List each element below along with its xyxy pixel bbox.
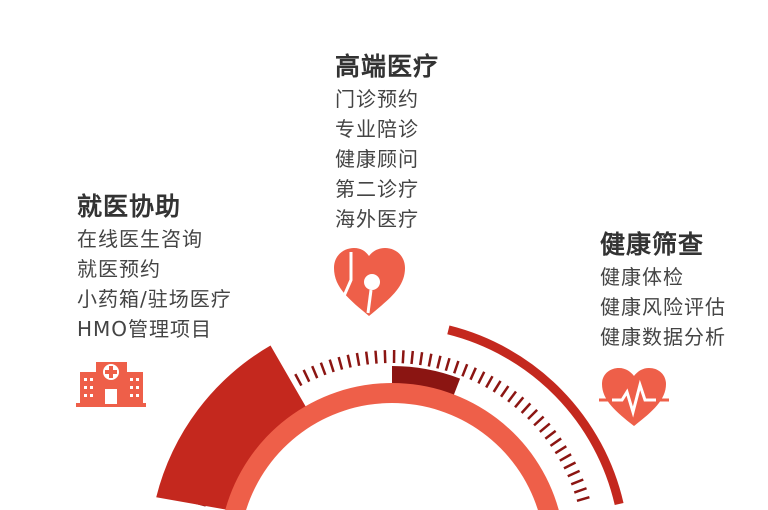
list-item: HMO管理项目 — [77, 317, 213, 341]
section-medical-assistance: 就医协助 在线医生咨询 就医预约 小药箱/驻场医疗 HMO管理项目 — [77, 190, 232, 344]
tick-mark — [527, 408, 539, 420]
tick-mark — [346, 354, 352, 368]
tick-mark — [436, 355, 442, 369]
left-arc-block — [156, 345, 307, 510]
section-title: 健康筛查 — [600, 230, 705, 259]
tick-mark — [302, 369, 311, 383]
tick-mark — [492, 380, 502, 393]
list-item: 在线医生咨询 — [77, 227, 203, 251]
tick-mark — [549, 437, 562, 447]
list-item: 健康体检 — [600, 265, 684, 289]
list-item: 健康顾问 — [335, 147, 419, 171]
list-item: 健康数据分析 — [600, 325, 726, 349]
section-title: 就医协助 — [77, 192, 182, 221]
tick-mark — [410, 350, 415, 365]
tick-mark — [469, 367, 477, 381]
tick-mark — [533, 415, 545, 427]
tick-mark — [563, 461, 577, 470]
list-item: 小药箱/驻场医疗 — [77, 287, 232, 311]
tick-mark — [355, 352, 361, 367]
list-item: 就医预约 — [77, 257, 161, 281]
tick-mark — [514, 396, 525, 409]
tick-mark — [328, 359, 335, 373]
hospital-icon — [76, 362, 146, 407]
section-health-screening: 健康筛查 健康体检 健康风险评估 健康数据分析 — [600, 228, 726, 352]
tick-mark — [520, 402, 532, 414]
tick-mark — [500, 385, 510, 398]
tick-mark — [570, 478, 584, 486]
tick-mark — [453, 360, 460, 374]
tick-mark — [554, 445, 567, 455]
tick-mark — [477, 371, 486, 384]
tick-mark — [427, 353, 433, 367]
section-premium-medical: 高端医疗 门诊预约 专业陪诊 健康顾问 第二诊疗 海外医疗 — [335, 50, 439, 234]
list-item: 专业陪诊 — [335, 117, 419, 141]
tick-mark — [401, 350, 405, 364]
section-title: 高端医疗 — [335, 52, 440, 81]
tick-mark — [567, 469, 581, 478]
tick-mark — [573, 487, 587, 494]
tick-mark — [507, 390, 517, 403]
list-item: 海外医疗 — [335, 207, 419, 231]
tick-mark — [559, 453, 572, 462]
tick-mark — [461, 363, 469, 377]
heart-pin-icon — [334, 248, 405, 316]
tick-mark — [319, 362, 327, 376]
tick-mark — [374, 350, 378, 364]
outer-arc — [447, 325, 624, 506]
list-item: 健康风险评估 — [600, 295, 726, 319]
top-arc-segment — [392, 366, 461, 396]
tick-mark — [294, 373, 303, 387]
tick-mark — [485, 375, 494, 389]
inner-ring — [225, 383, 559, 510]
tick-mark — [544, 429, 557, 440]
tick-mark — [364, 351, 370, 365]
tick-mark — [418, 352, 424, 366]
heart-ecg-icon — [599, 368, 669, 426]
tick-mark — [311, 365, 319, 379]
list-item: 门诊预约 — [335, 87, 419, 111]
tick-mark — [539, 422, 551, 433]
tick-mark — [576, 495, 590, 503]
list-item: 第二诊疗 — [335, 177, 419, 201]
tick-mark — [337, 356, 344, 370]
tick-mark — [444, 357, 451, 372]
